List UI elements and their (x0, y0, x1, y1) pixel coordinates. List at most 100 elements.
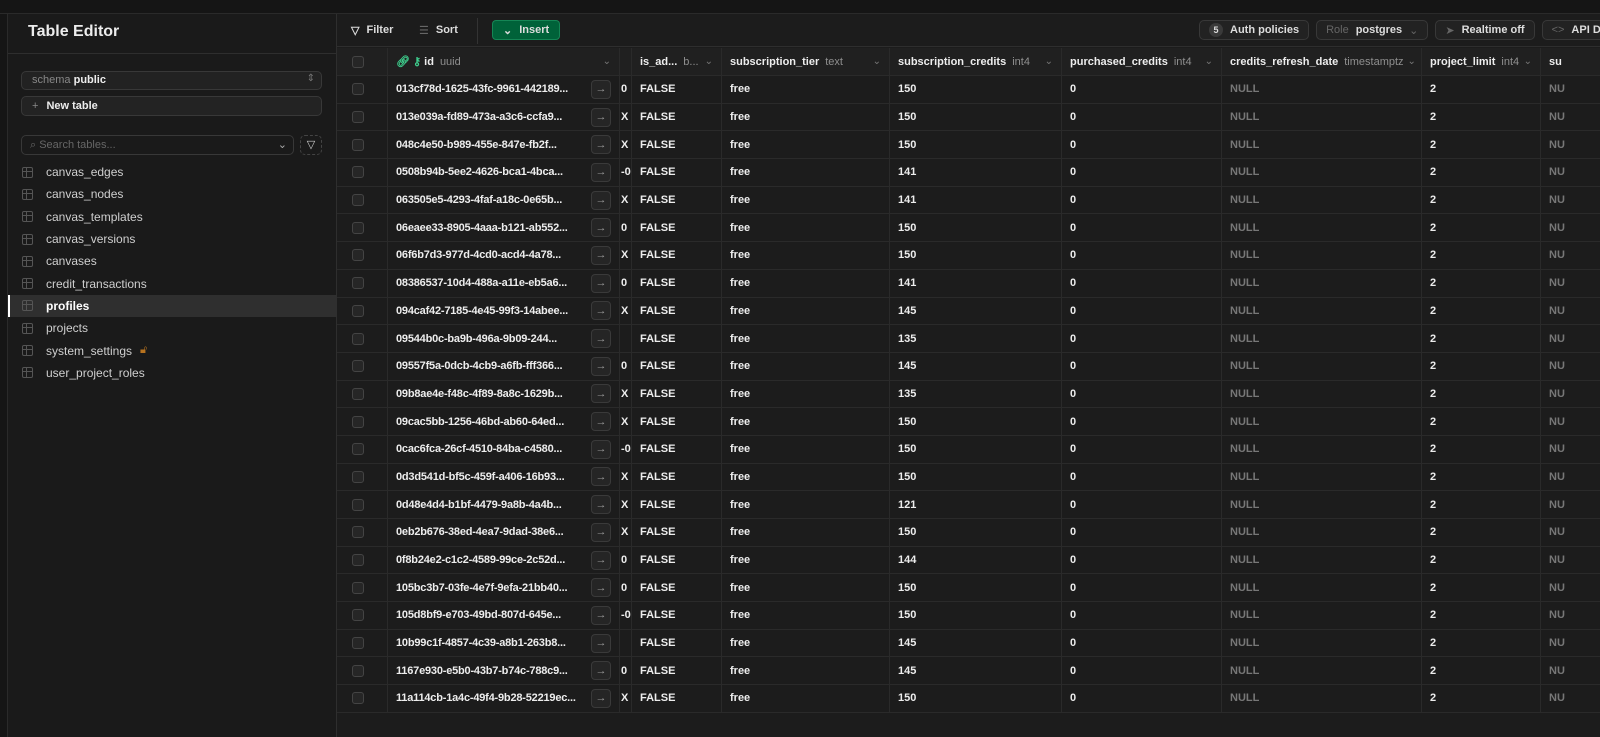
table-cell[interactable]: NU (1541, 270, 1600, 297)
table-cell[interactable]: 2 (1422, 159, 1541, 186)
table-cell[interactable]: 2 (1422, 408, 1541, 435)
schema-selector[interactable]: schema public ⇕ (21, 71, 322, 90)
select-all-checkbox[interactable] (352, 55, 364, 68)
table-cell[interactable]: FALSE (632, 408, 722, 435)
table-cell[interactable]: NULL (1222, 159, 1422, 186)
table-cell[interactable]: X (620, 380, 632, 408)
table-cell[interactable]: 2 (1422, 131, 1541, 159)
table-cell[interactable]: free (722, 685, 890, 712)
chevron-down-icon[interactable]: ⌄ (872, 56, 881, 67)
table-cell[interactable]: NU (1541, 242, 1600, 269)
table-cell[interactable]: 013e039a-fd89-473a-a3c6-ccfa9... → (388, 103, 620, 131)
table-cell[interactable] (620, 629, 632, 657)
table-row[interactable]: 048c4e50-b989-455e-847e-fb2f... → X FALSE fr… (337, 131, 1600, 160)
table-cell[interactable]: 105d8bf9-e703-49bd-807d-645e... → (388, 602, 620, 629)
table-cell[interactable]: free (722, 463, 890, 491)
table-cell[interactable]: free (722, 546, 890, 574)
column-header[interactable]: 🔗︎ ⚷ id uuid ⌄ (388, 48, 620, 75)
arrow-right-icon[interactable]: → (591, 633, 611, 653)
table-row[interactable]: 105d8bf9-e703-49bd-807d-645e... → -0 FALSE f… (337, 602, 1600, 630)
table-row[interactable]: 013e039a-fd89-473a-a3c6-ccfa9... → X FALSE f… (337, 103, 1600, 132)
table-cell[interactable]: FALSE (632, 325, 722, 352)
table-cell[interactable]: 141 (890, 269, 1062, 297)
table-cell[interactable]: 0 (1062, 159, 1222, 186)
row-checkbox[interactable] (352, 470, 364, 483)
arrow-right-icon[interactable]: → (591, 79, 611, 99)
table-cell[interactable]: 2 (1422, 574, 1541, 602)
table-cell[interactable]: NU (1541, 602, 1600, 629)
table-cell[interactable]: NU (1541, 464, 1600, 491)
table-row[interactable]: 10b99c1f-4857-4c39-a8b1-263b8... → FALSE fr… (337, 629, 1600, 658)
table-cell[interactable]: 09557f5a-0dcb-4cb9-a6fb-fff366... → (388, 352, 620, 380)
table-row[interactable]: 11a114cb-1a4c-49f4-9b28-52219ec... → X FALS… (337, 685, 1600, 713)
chevron-down-icon[interactable]: ⌄ (1407, 56, 1416, 67)
table-cell[interactable]: NU (1541, 657, 1600, 684)
arrow-right-icon[interactable]: → (591, 605, 611, 625)
table-cell[interactable]: 2 (1422, 269, 1541, 297)
table-cell[interactable]: 2 (1422, 685, 1541, 712)
table-cell[interactable]: free (722, 602, 890, 629)
arrow-right-icon[interactable]: → (591, 356, 611, 376)
table-cell[interactable]: 0 (620, 76, 632, 103)
table-cell[interactable]: 145 (890, 352, 1062, 380)
table-cell[interactable]: FALSE (632, 76, 722, 103)
row-checkbox[interactable] (352, 554, 364, 567)
table-cell[interactable]: FALSE (632, 186, 722, 214)
table-cell[interactable]: 2 (1422, 297, 1541, 325)
table-cell[interactable]: NU (1541, 76, 1600, 103)
table-cell[interactable]: 2 (1422, 491, 1541, 518)
column-header[interactable]: su (1541, 48, 1600, 75)
table-cell[interactable]: 150 (890, 242, 1062, 269)
table-cell[interactable]: 06eaee33-8905-4aaa-b121-ab552... → (388, 214, 620, 242)
table-cell[interactable]: 144 (890, 546, 1062, 574)
table-cell[interactable]: 0 (1062, 103, 1222, 131)
table-cell[interactable]: 145 (890, 629, 1062, 657)
table-cell[interactable]: 06f6b7d3-977d-4cd0-acd4-4a78... → (388, 242, 620, 269)
table-cell[interactable]: 150 (890, 214, 1062, 242)
table-cell[interactable]: FALSE (632, 159, 722, 186)
table-cell[interactable]: 150 (890, 76, 1062, 103)
table-cell[interactable]: 0 (620, 546, 632, 574)
table-cell[interactable]: NULL (1222, 629, 1422, 657)
table-cell[interactable]: 0 (1062, 269, 1222, 297)
table-cell[interactable]: 0 (1062, 435, 1222, 463)
sidebar-item-system-settings[interactable]: system_settings 🔓︎ (8, 339, 337, 361)
table-cell[interactable]: 141 (890, 186, 1062, 214)
table-cell[interactable]: 0 (1062, 380, 1222, 408)
table-cell[interactable]: 063505e5-4293-4faf-a18c-0e65b... → (388, 186, 620, 214)
table-cell[interactable]: NULL (1222, 546, 1422, 574)
sidebar-item-credit-transactions[interactable]: credit_transactions (8, 272, 337, 294)
table-cell[interactable]: FALSE (632, 380, 722, 408)
table-cell[interactable]: 135 (890, 325, 1062, 352)
table-cell[interactable]: 094caf42-7185-4e45-99f3-14abee... → (388, 297, 620, 325)
row-checkbox[interactable] (352, 332, 364, 345)
table-cell[interactable]: 2 (1422, 435, 1541, 463)
row-checkbox[interactable] (352, 360, 364, 373)
table-cell[interactable]: FALSE (632, 131, 722, 159)
table-cell[interactable]: NULL (1222, 214, 1422, 242)
chevron-down-icon[interactable]: ⌄ (1523, 56, 1532, 67)
table-cell[interactable]: 0 (1062, 131, 1222, 159)
table-cell[interactable]: free (722, 519, 890, 546)
column-header[interactable]: project_limit int4 ⌄ (1422, 48, 1541, 75)
table-cell[interactable]: -0 (620, 159, 632, 186)
table-cell[interactable]: free (722, 297, 890, 325)
table-cell[interactable]: 150 (890, 519, 1062, 546)
table-cell[interactable]: 0508b94b-5ee2-4626-bca1-4bca... → (388, 159, 620, 186)
table-cell[interactable]: 0 (1062, 325, 1222, 352)
table-cell[interactable]: X (620, 297, 632, 325)
table-cell[interactable]: 0 (1062, 463, 1222, 491)
table-cell[interactable]: 0 (1062, 629, 1222, 657)
arrow-right-icon[interactable]: → (591, 107, 611, 127)
table-row[interactable]: 09544b0c-ba9b-496a-9b09-244... → FALSE free… (337, 325, 1600, 353)
table-cell[interactable]: free (722, 657, 890, 685)
table-cell[interactable]: 150 (890, 602, 1062, 629)
table-cell[interactable]: 1167e930-e5b0-43b7-b74c-788c9... → (388, 657, 620, 685)
table-cell[interactable]: 0 (620, 657, 632, 685)
table-cell[interactable]: 09cac5bb-1256-46bd-ab60-64ed... → (388, 408, 620, 435)
column-header[interactable]: subscription_tier text ⌄ (722, 48, 890, 75)
table-cell[interactable] (620, 325, 632, 352)
table-cell[interactable]: 0d48e4d4-b1bf-4479-9a8b-4a4b... → (388, 491, 620, 518)
table-cell[interactable]: NU (1541, 325, 1600, 352)
table-cell[interactable]: FALSE (632, 602, 722, 629)
